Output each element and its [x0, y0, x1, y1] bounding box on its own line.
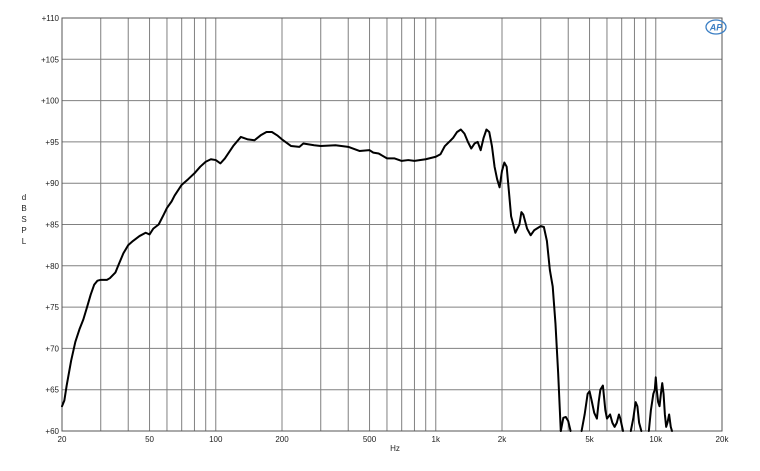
x-tick-label: 20k: [716, 435, 730, 444]
response-curve-segment: [580, 384, 625, 432]
chart-grid: [61, 17, 723, 432]
response-curve-segment: [559, 415, 572, 432]
x-tick-label: 20: [58, 435, 67, 444]
x-tick-label: 200: [275, 435, 289, 444]
y-tick-label: +85: [45, 221, 59, 230]
y-axis-label-letter: S: [21, 215, 26, 224]
y-tick-label: +105: [41, 55, 60, 64]
x-tick-label: 10k: [649, 435, 663, 444]
y-tick-label: +95: [45, 138, 59, 147]
x-axis-label: Hz: [390, 444, 400, 453]
ap-logo-icon: AP: [705, 19, 727, 35]
response-curve-segment: [61, 128, 562, 432]
x-tick-label: 5k: [585, 435, 594, 444]
y-tick-label: +75: [45, 303, 59, 312]
x-tick-labels: 20 50 100 200 500 1k 2k 5k 10k 20k: [58, 435, 730, 444]
x-tick-label: 1k: [432, 435, 441, 444]
y-tick-labels: +60 +65 +70 +75 +80 +85 +90 +95 +100 +105 +110: [41, 14, 60, 436]
svg-text:AP: AP: [709, 23, 723, 33]
y-tick-label: +70: [45, 344, 59, 353]
plot-lines: [61, 128, 673, 432]
y-axis-label-letter: P: [21, 226, 26, 235]
y-tick-label: +100: [41, 97, 60, 106]
y-tick-label: +90: [45, 179, 59, 188]
y-axis-label-letter: d: [22, 193, 26, 202]
y-tick-label: +65: [45, 386, 59, 395]
response-curve-segment: [629, 401, 643, 432]
plot-frame: [61, 17, 723, 432]
x-tick-label: 2k: [498, 435, 507, 444]
response-curve-segment: [647, 376, 673, 432]
x-tick-label: 500: [363, 435, 377, 444]
y-axis-label-letter: L: [22, 237, 27, 246]
y-tick-label: +110: [42, 14, 60, 23]
x-tick-label: 100: [209, 435, 223, 444]
y-tick-label: +60: [45, 427, 59, 436]
y-tick-label: +80: [45, 262, 59, 271]
y-axis-label-letter: B: [21, 204, 26, 213]
x-tick-label: 50: [145, 435, 154, 444]
